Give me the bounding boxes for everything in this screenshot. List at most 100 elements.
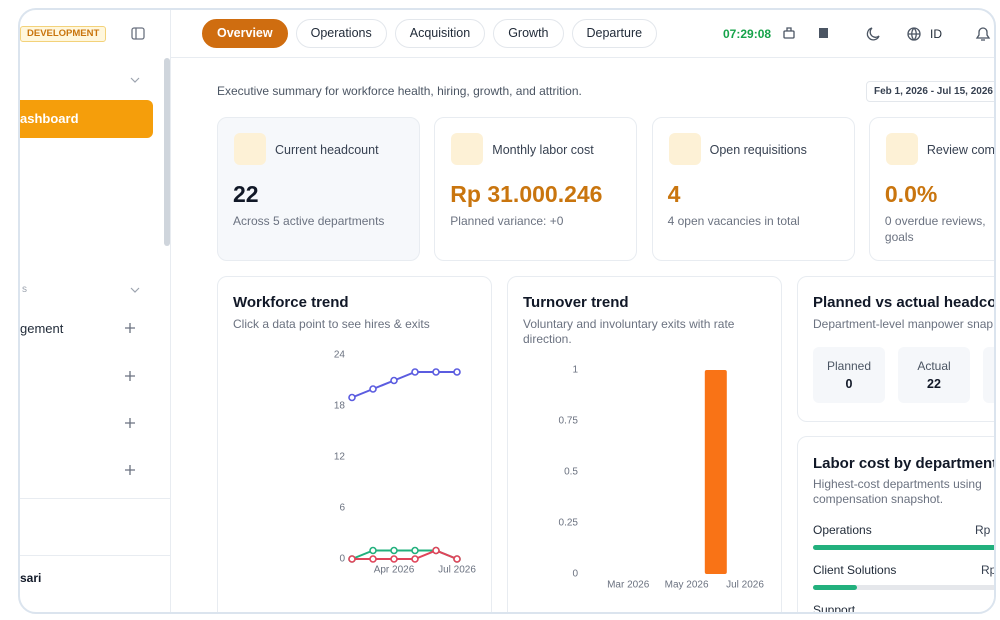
data-point[interactable] [369,555,377,563]
y-tick-label: 0.25 [559,518,579,529]
tile-label: Planned [826,359,872,373]
kpi-icon [885,133,918,165]
category-label: Operations [813,523,872,537]
chart-title: Workforce trend [233,294,349,311]
kpi-note: goals [884,230,914,244]
kpi-icon [668,133,701,165]
bar [704,370,727,574]
data-point[interactable] [369,546,377,555]
amount-label: Rp [981,563,996,577]
tile-label: Actual [917,359,951,373]
kpi-label: Open requisitions [709,143,807,157]
tab[interactable]: Overview [202,19,288,48]
kpi-note: 0 overdue reviews, [884,214,986,228]
kpi-value: Rp 31.000.246 [450,181,603,207]
data-point[interactable] [453,555,461,563]
y-tick-label: 0 [572,569,578,580]
env-badge: DEVELOPMENT [20,26,107,42]
tile [983,347,994,403]
amount-label: Rp [975,523,991,537]
kpi-note: Across 5 active departments [233,214,385,228]
y-tick-label: 0 [339,554,345,565]
kpi-label: Review com [926,143,995,157]
card-title: Labor cost by department [813,455,996,472]
data-point[interactable] [390,376,398,385]
card-subtitle: Highest-cost departments using [813,477,982,491]
app-frame: DEVELOPMENT ashboard s gement sari Overv… [18,8,996,614]
header-icons[interactable] [780,24,995,44]
data-point[interactable] [369,385,377,393]
data-point[interactable] [432,546,440,555]
data-point[interactable] [348,555,356,563]
card-subtitle: compensation snapshot. [813,492,944,506]
data-point[interactable] [432,368,440,376]
sidebar [20,10,171,612]
kpi-note: Planned variance: +0 [450,214,564,228]
kpi-label: Monthly labor cost [492,143,594,157]
chevron[interactable] [130,286,140,294]
data-point[interactable] [411,546,419,555]
bar-track [813,585,994,590]
nav-item[interactable]: gement [20,321,64,336]
data-point[interactable] [390,555,398,563]
clock: 07:29:08 [723,27,772,41]
y-tick-label: 0.75 [559,416,579,427]
sidebar-toggle[interactable] [131,27,145,40]
tab[interactable]: Operations [295,19,387,48]
data-point[interactable] [348,393,356,402]
tabs: Overview Operations Acquisition Growth Depar… [202,19,658,48]
kpi-icon [451,133,484,165]
divider [20,555,170,556]
bar [813,545,994,550]
series-line [351,371,457,399]
summary: Executive summary for workforce health, … [217,84,582,98]
x-tick-label: Jul 2026 [438,565,476,576]
y-tick-label: 18 [334,401,346,412]
active-nav-label[interactable]: ashboard [20,111,79,126]
tile-value: 22 [927,377,941,391]
app: DEVELOPMENT ashboard s gement sari Overv… [20,10,996,614]
x-tick-label: Jul 2026 [726,580,764,591]
x-tick-label: Apr 2026 [374,565,415,576]
chart-subtitle: Click a data point to see hires & exits [233,317,430,331]
divider [20,498,170,499]
category-label: Support [813,603,856,614]
turnover-card [507,276,782,612]
tab[interactable]: Departure [571,19,658,48]
date-range[interactable]: Feb 1, 2026 - Jul 15, 2026 [866,81,994,102]
header-border [170,57,994,58]
data-point[interactable] [390,546,398,555]
x-tick-label: May 2026 [665,580,709,591]
y-tick-label: 1 [572,365,578,376]
active-nav[interactable] [20,100,153,138]
category-label: Client Solutions [813,563,896,577]
data-point[interactable] [411,555,419,563]
language[interactable]: ID [930,27,942,41]
bar [813,585,857,590]
y-tick-label: 24 [334,350,346,361]
scrollbar [164,58,170,246]
chevron[interactable] [130,76,140,84]
workforce-card [217,276,492,612]
labor-card [797,436,994,612]
section-label: s [22,284,27,295]
tile [898,347,970,403]
chart-title: Turnover trend [523,294,629,311]
expand-icons[interactable] [124,322,136,482]
data-point[interactable] [411,368,419,376]
y-tick-label: 12 [334,452,346,463]
tab[interactable]: Acquisition [394,19,486,48]
tab[interactable]: Growth [493,19,564,48]
tile-value: 0 [845,377,853,391]
card-subtitle: Department-level manpower snap [813,317,994,331]
y-tick-label: 6 [339,503,345,514]
card-title: Planned vs actual headco [813,294,996,311]
kpi-value: 4 [667,181,681,207]
kpi-value: 0.0% [884,181,938,207]
y-tick-label: 0.5 [564,467,578,478]
data-point[interactable] [453,368,461,376]
kpi-value: 22 [233,181,259,207]
kpi-note: 4 open vacancies in total [667,214,800,228]
user-name: sari [20,571,42,585]
kpi-icon [234,133,266,165]
